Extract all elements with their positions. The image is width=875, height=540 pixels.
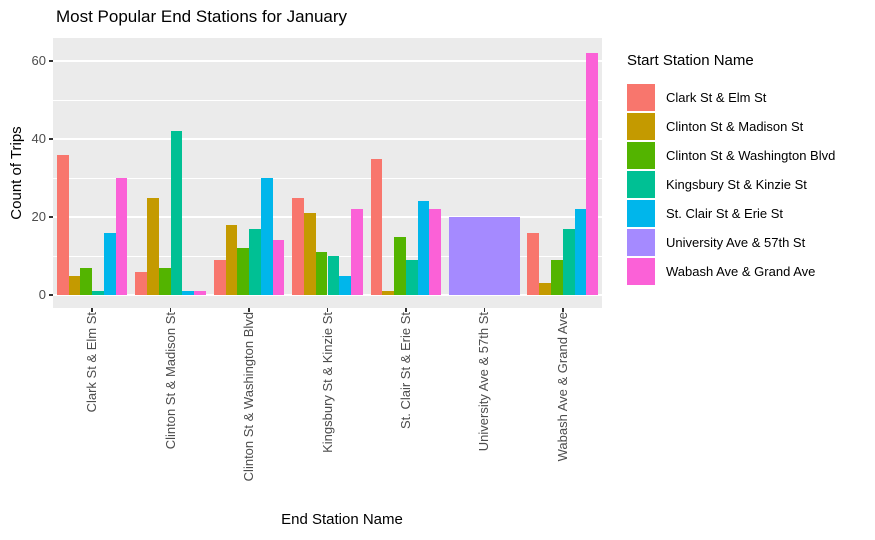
bar [147, 197, 159, 295]
y-tick [49, 60, 53, 62]
x-tick-label: Kingsbury St & Kinzie St [319, 312, 335, 453]
x-tick [91, 308, 93, 312]
x-tick [248, 308, 250, 312]
y-tick-label: 20 [31, 209, 46, 224]
bar [292, 197, 304, 295]
legend-entry: St. Clair St & Erie St [627, 199, 835, 228]
bar [586, 53, 599, 295]
bar [194, 291, 206, 295]
legend-entry-label: University Ave & 57th St [666, 235, 806, 250]
x-tick-label: Wabash Ave & Grand Ave [554, 312, 570, 462]
bar [370, 158, 383, 295]
legend-entry: University Ave & 57th St [627, 228, 835, 257]
bar [527, 232, 540, 295]
y-axis-title: Count of Trips [8, 126, 25, 220]
legend-key-swatch [627, 171, 655, 198]
bar [115, 178, 128, 295]
bar [80, 267, 93, 295]
bar [449, 217, 520, 295]
legend-entry: Clinton St & Washington Blvd [627, 141, 835, 170]
bar [574, 209, 587, 295]
bar [56, 154, 69, 295]
gridline-minor [53, 177, 602, 179]
legend-entry-label: Clinton St & Washington Blvd [666, 148, 836, 163]
gridline-major [53, 138, 602, 140]
legend-key-swatch [627, 229, 655, 256]
bar [417, 201, 430, 295]
legend-entry: Clinton St & Madison St [627, 112, 835, 141]
chart-title: Most Popular End Stations for January [56, 7, 348, 26]
legend-key-swatch [627, 142, 655, 169]
x-axis-title: End Station Name [281, 511, 403, 528]
bar [351, 209, 363, 295]
gridline-minor [53, 99, 602, 101]
x-tick [562, 308, 564, 312]
legend-entry-label: Wabash Ave & Grand Ave [666, 264, 816, 279]
legend-key-swatch [627, 258, 655, 285]
bar [315, 252, 328, 295]
bar [272, 240, 285, 295]
legend-entry: Clark St & Elm St [627, 83, 835, 112]
bar [260, 178, 273, 295]
legend-key-swatch [627, 113, 655, 140]
bar [539, 283, 551, 295]
bar [551, 259, 563, 295]
bar [339, 275, 351, 295]
bar [103, 232, 116, 295]
legend: Start Station Name Clark St & Elm St Clin… [627, 52, 835, 286]
y-tick [49, 138, 53, 140]
legend-key-swatch [627, 200, 655, 227]
y-tick-label: 0 [38, 287, 46, 302]
x-tick-label: Clark St & Elm St [84, 312, 100, 413]
plot-panel [53, 38, 602, 308]
bar [135, 271, 148, 295]
bar [213, 259, 226, 295]
x-tick [483, 308, 486, 312]
gridline-major [53, 294, 602, 296]
x-tick-label: Clinton St & Washington Blvd [241, 312, 257, 482]
bar [394, 236, 406, 295]
x-tick-label: St. Clair St & Erie St [397, 312, 413, 430]
y-tick [49, 294, 53, 296]
x-tick-label: University Ave & 57th St [476, 312, 492, 452]
x-tick [405, 308, 407, 312]
legend-entry-label: St. Clair St & Erie St [666, 206, 784, 221]
legend-title: Start Station Name [627, 52, 754, 69]
bar [158, 267, 171, 295]
x-tick [169, 308, 172, 312]
x-tick-label: Clinton St & Madison St [162, 312, 178, 450]
x-tick [326, 308, 329, 312]
bar [170, 131, 183, 295]
legend-entry: Kingsbury St & Kinzie St [627, 170, 835, 199]
y-tick-label: 60 [31, 53, 46, 68]
gridline-major [53, 216, 602, 218]
legend-entry-label: Kingsbury St & Kinzie St [666, 177, 807, 192]
bar [405, 259, 418, 295]
bar [303, 213, 316, 295]
bar [249, 228, 261, 295]
legend-entry: Wabash Ave & Grand Ave [627, 257, 835, 286]
bar [92, 291, 104, 295]
y-tick-label: 40 [31, 131, 46, 146]
bar [429, 209, 442, 295]
y-tick [49, 216, 53, 218]
gridline-major [53, 60, 602, 62]
bar [237, 248, 250, 295]
legend-entry-label: Clinton St & Madison St [666, 119, 804, 134]
bar [182, 291, 195, 295]
legend-key-swatch [627, 84, 655, 111]
bar [68, 275, 81, 295]
bar [225, 224, 238, 295]
bar [562, 228, 575, 295]
legend-entries: Clark St & Elm St Clinton St & Madison St… [627, 83, 835, 286]
bar [327, 256, 340, 295]
bar [382, 291, 395, 295]
legend-entry-label: Clark St & Elm St [666, 90, 767, 105]
